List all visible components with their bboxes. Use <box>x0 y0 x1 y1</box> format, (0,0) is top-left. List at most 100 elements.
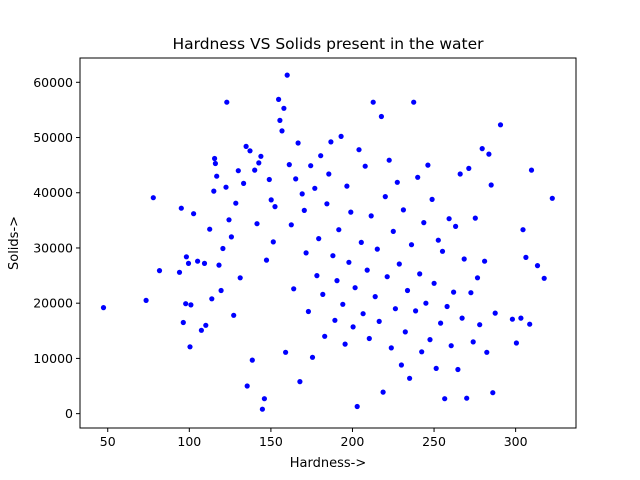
scatter-point <box>266 176 272 183</box>
scatter-point <box>429 196 435 202</box>
scatter-point <box>455 366 461 373</box>
scatter-point <box>344 183 350 189</box>
scatter-point <box>283 349 289 355</box>
scatter-point <box>482 258 488 264</box>
x-axis-ticks: 50 100 150 200 250 300 <box>100 428 528 449</box>
scatter-point <box>541 275 547 281</box>
scatter-point <box>488 182 494 188</box>
scatter-point <box>446 216 452 222</box>
scatter-point <box>183 254 189 260</box>
scatter-point <box>352 285 358 291</box>
scatter-point <box>212 160 218 167</box>
scatter-point <box>235 168 241 174</box>
scatter-point <box>180 319 186 326</box>
scatter-point <box>360 311 366 317</box>
scatter-point <box>492 310 498 316</box>
scatter-point <box>224 99 230 105</box>
x-tick-label: 150 <box>259 434 283 449</box>
scatter-point <box>400 207 406 213</box>
scatter-point <box>326 171 332 177</box>
scatter-point <box>370 99 376 105</box>
scatter-point <box>332 317 338 323</box>
scatter-point <box>413 308 419 314</box>
scatter-point <box>178 205 184 211</box>
scatter-point <box>461 256 467 262</box>
scatter-point <box>423 300 429 306</box>
scatter-point <box>261 396 267 402</box>
x-tick-label: 300 <box>504 434 528 449</box>
scatter-point <box>411 99 417 105</box>
scatter-point <box>362 163 368 169</box>
scatter-point <box>191 211 197 217</box>
chart-title: Hardness VS Solids present in the water <box>172 35 484 53</box>
scatter-point <box>380 389 386 395</box>
scatter-point <box>288 222 294 228</box>
scatter-point <box>318 153 324 159</box>
scatter-point <box>295 140 301 146</box>
scatter-point <box>203 322 209 328</box>
scatter-point <box>470 339 476 345</box>
scatter-point <box>270 239 276 245</box>
scatter-point <box>407 375 413 381</box>
scatter-point <box>334 278 340 284</box>
scatter-point <box>479 146 485 152</box>
scatter-point <box>183 301 189 307</box>
scatter-point <box>497 122 504 128</box>
scatter-point <box>527 321 533 327</box>
scatter-point <box>390 228 396 234</box>
scatter-point <box>228 234 234 240</box>
scatter-point <box>212 155 218 162</box>
scatter-point <box>286 162 292 168</box>
scatter-point <box>509 316 515 322</box>
scatter-point <box>425 162 431 168</box>
scatter-point <box>384 274 390 280</box>
scatter-point <box>247 148 253 154</box>
scatter-point <box>299 191 305 197</box>
scatter-point <box>226 217 232 223</box>
scatter-point <box>518 315 524 321</box>
scatter-point <box>427 337 433 343</box>
scatter-point <box>305 308 311 315</box>
scatter-point <box>549 195 555 201</box>
scatter-point <box>156 268 163 274</box>
plot-frame <box>79 57 577 429</box>
scatter-point <box>431 280 437 286</box>
y-tick-label: 50000 <box>33 130 73 145</box>
scatter-point <box>402 329 408 335</box>
scatter-point <box>382 194 388 200</box>
scatter-point <box>348 209 354 215</box>
scatter-point <box>188 302 194 308</box>
scatter-point <box>198 327 204 333</box>
y-tick-label: 10000 <box>33 351 73 366</box>
scatter-point <box>415 174 421 180</box>
scatter-point <box>195 258 201 264</box>
scatter-point <box>368 213 374 219</box>
x-tick-label: 200 <box>341 434 365 449</box>
scatter-point <box>249 357 255 363</box>
scatter-point <box>244 383 250 389</box>
scatter-point <box>277 117 283 123</box>
y-tick-label: 60000 <box>33 75 73 90</box>
scatter-point <box>303 250 309 256</box>
scatter-point <box>259 406 265 412</box>
y-tick-label: 20000 <box>33 296 73 311</box>
scatter-point <box>176 269 183 275</box>
scatter-point <box>201 260 208 266</box>
scatter-point <box>243 143 249 149</box>
scatter-point <box>376 318 382 324</box>
scatter-point <box>417 271 423 277</box>
scatter-point <box>464 395 470 401</box>
scatter-point <box>419 349 425 355</box>
scatter-point <box>336 227 342 233</box>
scatter-point <box>442 396 448 402</box>
scatter-point <box>324 201 330 207</box>
scatter-point <box>218 287 224 294</box>
scatter-point <box>372 294 378 300</box>
y-axis-ticks: 0 10000 20000 30000 40000 50000 60000 <box>33 75 80 421</box>
y-tick-label: 40000 <box>33 185 73 200</box>
scatter-point <box>214 173 220 179</box>
x-axis-title: Hardness-> <box>290 456 366 471</box>
scatter-point <box>392 306 398 312</box>
scatter-point <box>150 195 156 201</box>
scatter-point <box>404 287 411 294</box>
